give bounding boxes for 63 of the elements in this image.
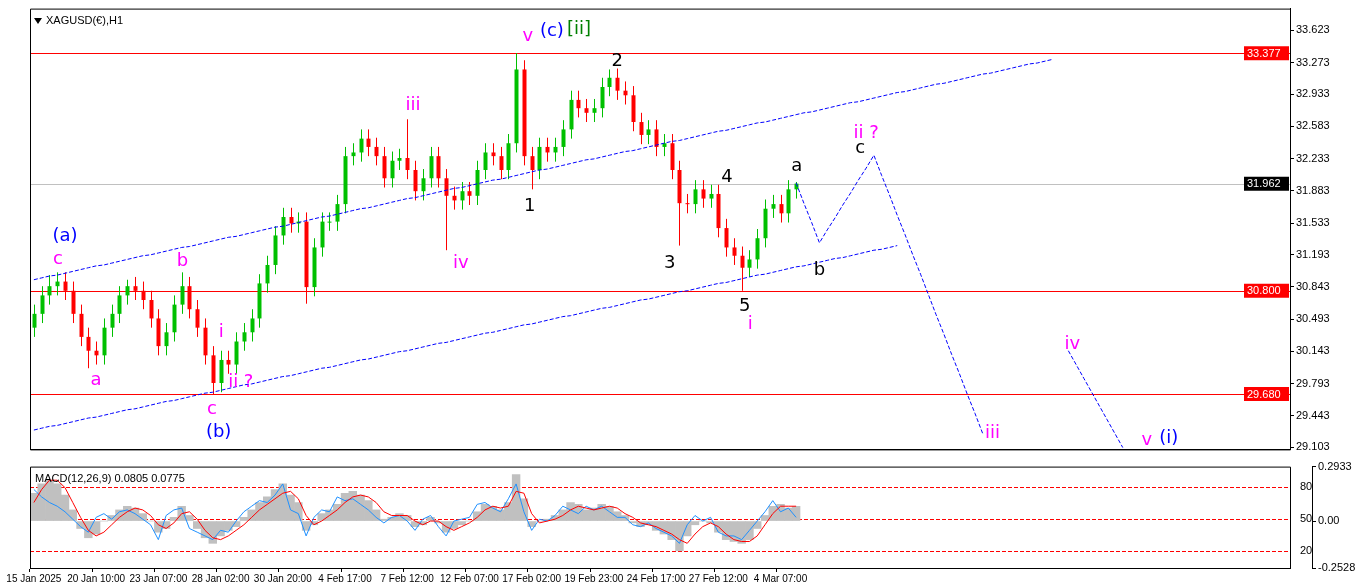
y-tick-label: 29.103 bbox=[1296, 440, 1330, 453]
ref-line-label: 30.800 bbox=[1247, 284, 1281, 297]
y-tick-label: 33.623 bbox=[1296, 23, 1330, 36]
y-tick-label: 32.933 bbox=[1296, 87, 1330, 100]
ref-line-label: 31.962 bbox=[1247, 177, 1281, 190]
x-tick-label: 28 Jan 02:00 bbox=[191, 572, 250, 584]
text: MACD(12,26,9) 0.0805 0.0775 bbox=[35, 471, 185, 484]
annotation: b bbox=[176, 248, 189, 270]
annotation: iii bbox=[984, 421, 1001, 443]
y-tick-label: 32.233 bbox=[1296, 151, 1330, 164]
annotation: c bbox=[53, 247, 63, 269]
x-tick-label: 30 Jan 20:00 bbox=[253, 572, 313, 584]
annotation: (a) bbox=[52, 224, 78, 246]
annotation: iv bbox=[1064, 331, 1081, 353]
x-tick-label: 19 Feb 23:00 bbox=[564, 572, 624, 584]
y-tick-label: 31.193 bbox=[1296, 247, 1330, 260]
annotation: 3 bbox=[664, 250, 676, 272]
annotation: v bbox=[1141, 427, 1153, 449]
chart-title: XAGUSD(€),H1 bbox=[46, 13, 124, 26]
annotation: b bbox=[813, 258, 826, 280]
annotation: iii bbox=[405, 93, 421, 115]
y-tick-label: 0.00 bbox=[1318, 514, 1340, 527]
y-tick-label: 30.143 bbox=[1296, 344, 1330, 357]
annotation: a bbox=[791, 153, 803, 175]
y2-tick-label: 50 bbox=[1300, 511, 1313, 524]
y-tick-label: 31.883 bbox=[1296, 183, 1330, 196]
annotation: 1 bbox=[524, 193, 536, 215]
annotation: (c) bbox=[539, 19, 564, 41]
annotation: (b) bbox=[205, 419, 232, 441]
x-tick-label: 7 Feb 12:00 bbox=[380, 572, 435, 584]
y2-tick-label: 20 bbox=[1300, 543, 1313, 556]
y-tick-label: 32.583 bbox=[1296, 119, 1330, 132]
annotation: [ii] bbox=[567, 17, 592, 39]
x-tick-label: 23 Jan 07:00 bbox=[129, 572, 188, 584]
x-tick-label: 4 Mar 07:00 bbox=[753, 572, 808, 584]
annotation: c bbox=[207, 397, 217, 419]
x-tick-label: 24 Feb 17:00 bbox=[626, 572, 687, 584]
x-tick-label: 17 Feb 02:00 bbox=[502, 572, 562, 584]
annotation: ii ? bbox=[228, 369, 254, 391]
annotation: 4 bbox=[721, 165, 733, 187]
annotation: iv bbox=[453, 250, 470, 272]
y-tick-label: 29.793 bbox=[1296, 376, 1330, 389]
y-tick-label: 29.443 bbox=[1296, 408, 1330, 421]
x-tick-label: 27 Feb 12:00 bbox=[688, 572, 749, 584]
annotation: ii ? bbox=[853, 120, 879, 142]
x-tick-label: 20 Jan 10:00 bbox=[67, 572, 126, 584]
ref-line-label: 33.377 bbox=[1247, 46, 1281, 59]
ref-line-label: 29.680 bbox=[1247, 387, 1281, 400]
x-tick-label: 15 Jan 2025 bbox=[6, 572, 62, 584]
annotation: 2 bbox=[611, 48, 623, 70]
y2-tick-label: 80 bbox=[1300, 479, 1313, 492]
y-tick-label: 33.273 bbox=[1296, 55, 1330, 68]
y-tick-label: 30.843 bbox=[1296, 279, 1330, 292]
y-tick-label: 31.533 bbox=[1296, 216, 1330, 229]
annotation: (i) bbox=[1159, 426, 1179, 448]
annotation: v bbox=[522, 23, 534, 45]
annotation: a bbox=[90, 367, 102, 389]
y-tick-label: 30.493 bbox=[1296, 312, 1330, 325]
x-tick-label: 12 Feb 07:00 bbox=[439, 572, 500, 584]
x-tick-label: 4 Feb 17:00 bbox=[318, 572, 373, 584]
annotation: i bbox=[218, 319, 224, 341]
y-tick-label: 0.2933 bbox=[1318, 459, 1352, 472]
y-tick-label: -0.2528 bbox=[1318, 561, 1356, 574]
